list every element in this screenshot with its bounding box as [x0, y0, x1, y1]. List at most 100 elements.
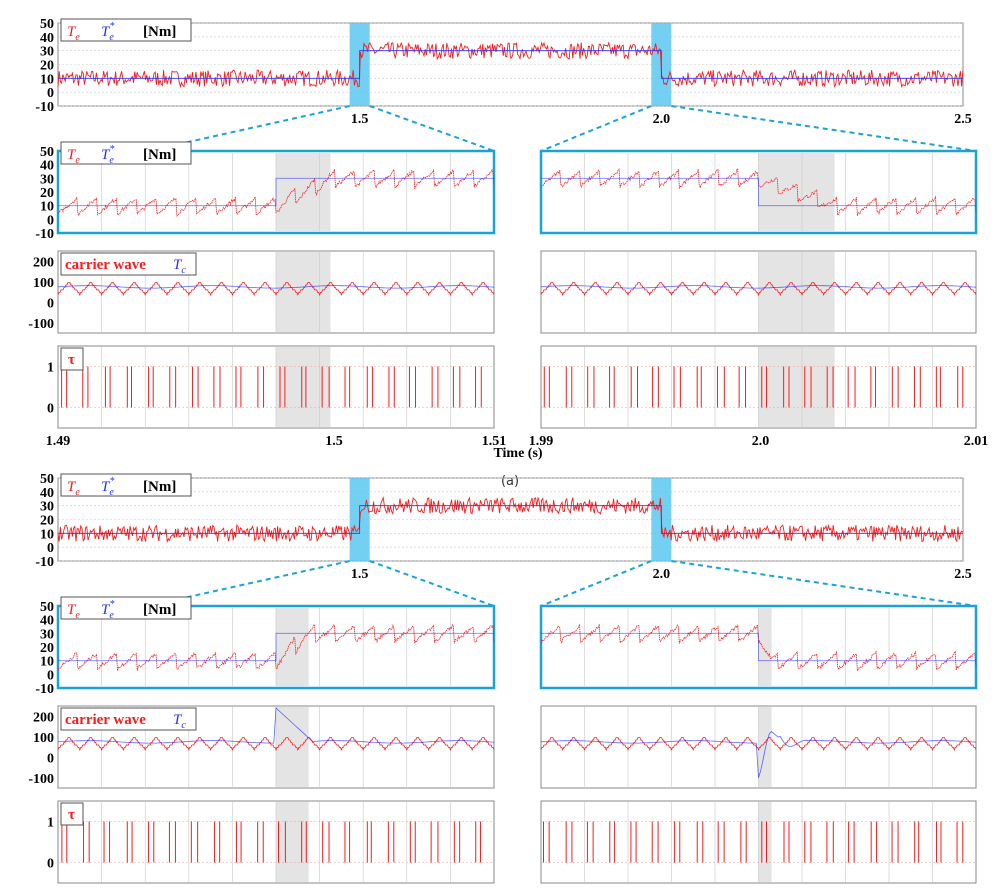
panel-b-left-carrier-shade	[276, 707, 309, 787]
panel-b-zoom-connector-l2	[369, 560, 495, 607]
panel-b-tz-ytick-6: -10	[35, 682, 54, 697]
panel-a-tz-ytick-6: -10	[35, 227, 54, 242]
panel-a-ov-legend-box	[60, 18, 192, 42]
panel-a-right-torque-ref-line	[541, 177, 976, 207]
panel-b-tz-ytick-3: 20	[40, 641, 54, 656]
panel-a-left-tau-frame	[57, 345, 495, 429]
panel-b-tz-ytick-2: 30	[40, 627, 54, 642]
panel-a-tz-ytick-3: 20	[40, 186, 54, 201]
panel-b-tz-ytick-5: 0	[47, 668, 54, 683]
panel-b-car-ytick-1: 100	[33, 731, 54, 746]
panel-a-tau-legend-box	[60, 347, 84, 371]
panel-a-tz-ytick-5: 0	[47, 213, 54, 228]
panel-a-left-torque-ref-line	[58, 177, 494, 207]
panel-a-right-xtick-0: 1.99	[529, 434, 554, 449]
panel-b-overview-te-line	[57, 496, 964, 544]
panel-a-ov-xtick-0: 1.5	[351, 112, 369, 127]
panel-b-zoom-connector-r1	[540, 560, 652, 607]
panel-b-left-carrier-tc-line	[57, 707, 495, 744]
panel-b-car-ytick-2: 0	[47, 751, 54, 766]
panel-b-tz-legend-unit: [Nm]	[143, 602, 176, 618]
panel-b-ov-ytick-6: -10	[35, 555, 54, 570]
panel-b-ov-legend-ref: T* e	[101, 476, 114, 498]
panel-a-ov-ytick-1: 40	[40, 31, 54, 46]
panel-a-legend-carrier: carrier wave	[65, 257, 146, 273]
panel-b-right-tau-frame	[540, 800, 977, 884]
panel-b-ov-ytick-1: 40	[40, 486, 54, 501]
panel-b-left-tau-shade	[276, 802, 309, 882]
panel-b-ov-xtick-1: 2.0	[653, 567, 671, 582]
panel-a-right-carrier-shade	[758, 252, 835, 332]
panel-a-left-carrier-tc-line	[57, 285, 495, 289]
panel-b-tau-legend-box	[60, 802, 84, 826]
panel-b-left-carrier-line	[57, 737, 495, 751]
panel-a-ov-ytick-4: 10	[40, 72, 54, 87]
panel-b-right-carrier-tc-line	[540, 730, 977, 778]
panel-a-right-carrier-frame	[540, 250, 977, 334]
panel-b-legend-tc: Tc	[173, 712, 186, 731]
panel-b-left-carrier-frame	[57, 705, 495, 789]
panel-a-zoom-connector-r2	[671, 105, 977, 152]
panel-a-tz-legend-te: Te	[67, 147, 80, 166]
panel-a-ov-ytick-0: 50	[40, 17, 54, 32]
panel-b-left-torque-ref-line	[58, 632, 494, 662]
panel-a-carrier-legend: carrier wave Tc	[60, 252, 197, 276]
panel-a-tz-legend-unit: [Nm]	[143, 147, 176, 163]
panel-b-ov-legend-te: Te	[67, 479, 80, 498]
panel-a-carrier-legend-box	[60, 252, 197, 276]
panel-b-tz-legend: Te T* e [Nm]	[60, 596, 192, 621]
panel-b-tau-ytick-1: 0	[47, 857, 54, 872]
panel-a-right-tau-frame	[540, 345, 977, 429]
panel-b-right-torque-ref-line	[541, 632, 976, 662]
panel-b-ov-ytick-4: 10	[40, 527, 54, 542]
panel-a-caption: (a)	[501, 474, 519, 489]
panel-a-left-torque-te-line	[57, 168, 495, 217]
panel-a-ov-xtick-1: 2.0	[653, 112, 671, 127]
panel-a-tz-legend: Te T* e [Nm]	[60, 141, 192, 166]
panel-b-left-torque-shade	[276, 608, 309, 686]
panel-a-ov-xtick-2: 2.5	[954, 112, 972, 127]
panel-a-car-ytick-2: 0	[47, 296, 54, 311]
panel-a-tz-ytick-4: 10	[40, 200, 54, 215]
panel-a-tz-ytick-1: 40	[40, 159, 54, 174]
panel-a-right-torque-shade	[758, 153, 835, 231]
panel-b-ov-legend: Te T* e [Nm]	[60, 473, 192, 498]
panel-b-car-ytick-3: -100	[28, 772, 54, 787]
panel-b-carrier-legend: carrier wave Tc	[60, 707, 197, 731]
panel-b-left-tau-frame	[57, 800, 495, 884]
panel-b-ov-xtick-0: 1.5	[351, 567, 369, 582]
panel-b-tz-ytick-1: 40	[40, 614, 54, 629]
panel-a-xlabel: Time (s)	[493, 446, 542, 461]
panel-b-right-carrier-line	[540, 737, 977, 752]
panel-a-tz-legend-box	[60, 141, 192, 165]
panel-a-car-ytick-1: 100	[33, 276, 54, 291]
panel-b-tz-legend-box	[60, 596, 192, 620]
panel-b-legend-carrier: carrier wave	[65, 712, 146, 728]
panel-a-ov-legend-te: Te	[67, 24, 80, 43]
panel-b-tz-legend-ref: T* e	[101, 599, 114, 621]
panel-a-left-xtick-1: 1.5	[325, 434, 343, 449]
panel-a-ov-ytick-2: 30	[40, 45, 54, 60]
panel-a-ov-legend: Te T* e [Nm]	[60, 18, 192, 43]
panel-a-left-carrier-frame	[57, 250, 495, 334]
panel-a-overview-ref-line	[58, 50, 963, 79]
panel-a-ov-ytick-5: 0	[47, 86, 54, 101]
panel-a-right-xtick-2: 2.01	[964, 434, 989, 449]
panel-a-right-carrier-line	[540, 282, 977, 297]
panel-a-left-carrier-line	[57, 282, 495, 296]
panel-b-left-torque-te-line	[57, 623, 495, 671]
panel-a-right-xtick-1: 2.0	[752, 434, 770, 449]
panel-b-ov-legend-unit: [Nm]	[143, 479, 176, 495]
panel-a-left-xtick-0: 1.49	[46, 434, 71, 449]
panel-a-left-torque-shade	[276, 153, 331, 231]
panel-b-ov-legend-box	[60, 473, 192, 497]
panel-b-tz-ytick-0: 50	[40, 600, 54, 615]
panel-a-tau-ytick-0: 1	[47, 361, 54, 376]
panel-a-legend-tau: τ	[68, 352, 75, 368]
panel-b-overview-ref-line	[58, 505, 963, 534]
panel-b-tz-ytick-4: 10	[40, 655, 54, 670]
panel-a-right-carrier-tc-line	[540, 285, 977, 289]
panel-a-tz-legend-ref: T* e	[101, 144, 114, 166]
panel-a-tz-ytick-0: 50	[40, 145, 54, 160]
